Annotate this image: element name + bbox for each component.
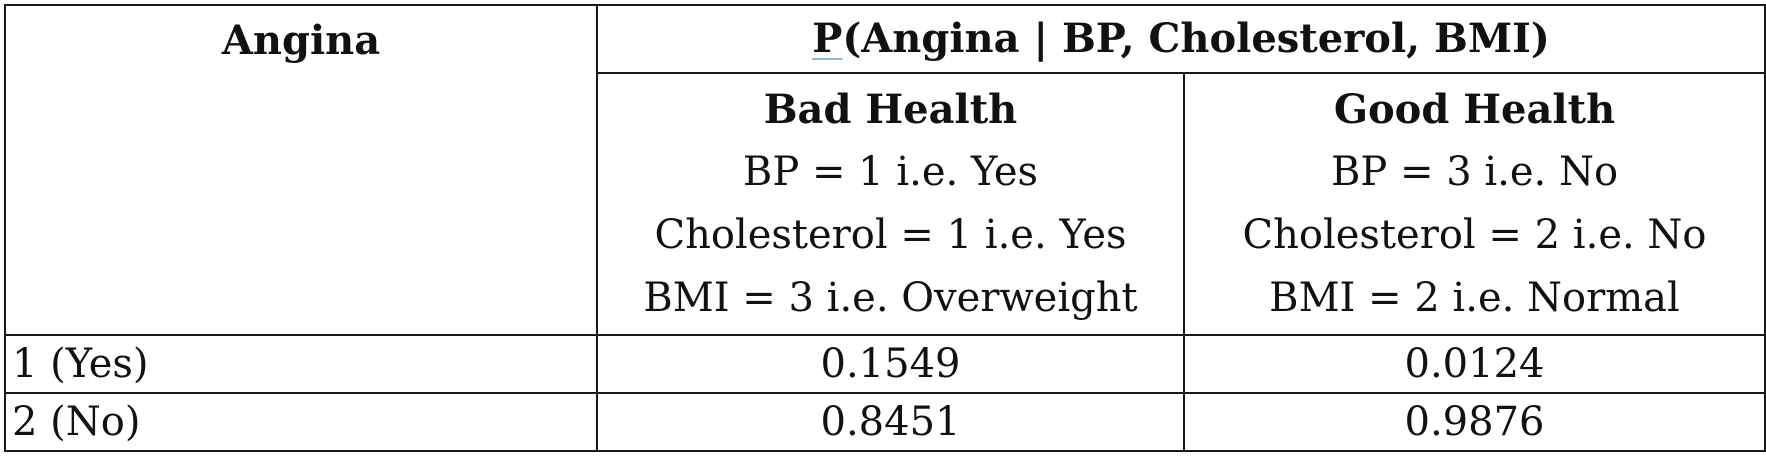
condition-bad-health: Bad Health BP = 1 i.e. Yes Cholesterol =…	[596, 72, 1185, 336]
condition-row: Bad Health BP = 1 i.e. Yes Cholesterol =…	[5, 72, 1766, 336]
row-label-no: 2 (No)	[4, 392, 598, 452]
condition-bp: BP = 3 i.e. No	[1330, 149, 1619, 195]
value-cell: 0.8451	[596, 392, 1185, 452]
variable-header: Angina	[221, 17, 381, 64]
table-row: 1 (Yes) 0.1549 0.0124	[4, 334, 1766, 394]
value-cell: 0.9876	[1182, 392, 1766, 452]
table-row: 2 (No) 0.8451 0.9876	[4, 392, 1766, 452]
value-cell: 0.0124	[1182, 334, 1766, 394]
variable-header-cell: Angina	[4, 4, 598, 336]
row-label-yes: 1 (Yes)	[4, 334, 598, 394]
condition-bmi: BMI = 2 i.e. Normal	[1269, 275, 1680, 321]
condition-title: Good Health	[1333, 86, 1616, 133]
probability-header-cell: P(Angina | BP, Cholesterol, BMI)	[595, 4, 1766, 74]
value-cell: 0.1549	[596, 334, 1185, 394]
condition-bmi: BMI = 3 i.e. Overweight	[643, 275, 1138, 321]
condition-cholesterol: Cholesterol = 2 i.e. No	[1242, 212, 1707, 258]
condition-cholesterol: Cholesterol = 1 i.e. Yes	[654, 212, 1127, 258]
condition-title: Bad Health	[763, 86, 1018, 133]
header-row: Angina P(Angina | BP, Cholesterol, BMI)	[4, 4, 1766, 336]
condition-bp: BP = 1 i.e. Yes	[742, 149, 1039, 195]
probability-expression: (Angina | BP, Cholesterol, BMI)	[842, 15, 1550, 62]
probability-symbol: P	[812, 15, 843, 62]
condition-good-health: Good Health BP = 3 i.e. No Cholesterol =…	[1182, 72, 1766, 336]
conditional-probability-table: Angina P(Angina | BP, Cholesterol, BMI) …	[4, 4, 1766, 452]
